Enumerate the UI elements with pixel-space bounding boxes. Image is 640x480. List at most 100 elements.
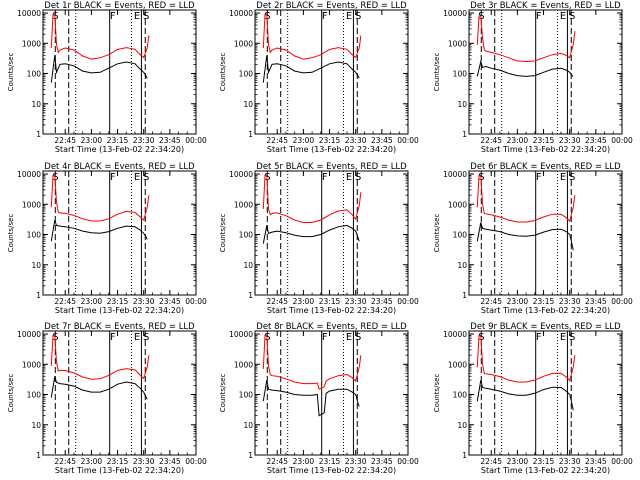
- x-tick-label: 22:45: [266, 136, 288, 145]
- x-tick-label: 00:00: [611, 457, 633, 466]
- y-tick-label: 1: [462, 291, 467, 300]
- y-tick-label: 1: [462, 130, 467, 139]
- plot-frame: [468, 9, 623, 135]
- y-tick-label: 1000: [22, 200, 41, 209]
- y-tick-label: 10000: [17, 170, 41, 179]
- event-marker-f: F: [322, 332, 328, 343]
- y-tick-label: 1: [36, 130, 41, 139]
- y-tick-label: 10: [457, 421, 467, 430]
- y-tick-label: 1000: [448, 39, 467, 48]
- panel-title: Det 8r BLACK = Events, RED = LLD: [256, 322, 407, 332]
- event-marker-f: F: [322, 11, 328, 22]
- y-axis-label: Counts/sec: [433, 374, 441, 413]
- event-marker-s: S: [355, 332, 361, 343]
- panel-title: Det 4r BLACK = Events, RED = LLD: [44, 162, 195, 172]
- y-tick-label: 1000: [448, 360, 467, 369]
- panel-title: Det 5r BLACK = Events, RED = LLD: [256, 162, 407, 172]
- x-tick-label: 23:30: [133, 136, 155, 145]
- x-tick-label: 23:00: [293, 136, 315, 145]
- y-tick-label: 1000: [234, 360, 253, 369]
- y-tick-label: 10: [457, 261, 467, 270]
- y-axis-label: Counts/sec: [7, 374, 15, 413]
- panel-title: Det 2r BLACK = Events, RED = LLD: [256, 1, 407, 11]
- lld-series-line: [476, 15, 576, 63]
- lld-series-line: [50, 334, 150, 380]
- x-tick-label: 23:30: [345, 297, 367, 306]
- panel-det-8r: Det 8r BLACK = Events, RED = LLD Counts/s…: [219, 322, 419, 475]
- x-tick-label: 23:45: [159, 457, 181, 466]
- y-tick-label: 100: [27, 391, 42, 400]
- y-tick-label: 1: [248, 291, 253, 300]
- x-tick-label: 23:00: [81, 457, 103, 466]
- plot-frame: [468, 170, 623, 296]
- event-marker-e: E: [134, 172, 140, 183]
- panel-det-2r: Det 2r BLACK = Events, RED = LLD Counts/s…: [219, 1, 419, 154]
- events-series-line: [262, 224, 360, 244]
- x-tick-label: 22:45: [266, 297, 288, 306]
- x-tick-label: 23:30: [559, 457, 581, 466]
- x-tick-label: 00:00: [397, 136, 419, 145]
- y-tick-label: 10000: [229, 330, 253, 339]
- event-marker-e: E: [346, 11, 352, 22]
- x-tick-label: 00:00: [185, 297, 207, 306]
- x-tick-label: 22:45: [54, 136, 76, 145]
- event-marker-s: S: [569, 172, 575, 183]
- y-tick-label: 1000: [22, 360, 41, 369]
- event-marker-s: S: [478, 11, 484, 22]
- lld-series-line: [50, 13, 150, 60]
- y-tick-label: 10: [243, 421, 253, 430]
- event-marker-s: S: [355, 11, 361, 22]
- panel-det-6r: Det 6r BLACK = Events, RED = LLD Counts/s…: [433, 162, 633, 315]
- event-marker-e: E: [560, 11, 566, 22]
- y-tick-label: 100: [239, 231, 254, 240]
- x-tick-label: 23:30: [133, 457, 155, 466]
- y-tick-label: 100: [27, 231, 42, 240]
- y-tick-label: 10: [457, 100, 467, 109]
- x-tick-label: 23:00: [507, 457, 529, 466]
- events-series-line: [476, 59, 574, 77]
- event-marker-e: E: [134, 332, 140, 343]
- plot-frame: [254, 170, 409, 296]
- lld-series-line: [476, 174, 576, 223]
- y-tick-label: 100: [239, 70, 254, 79]
- y-tick-label: 10000: [229, 9, 253, 18]
- x-tick-label: 23:00: [81, 297, 103, 306]
- panel-det-9r: Det 9r BLACK = Events, RED = LLD Counts/s…: [433, 322, 633, 475]
- event-marker-f: F: [536, 11, 542, 22]
- event-marker-s: S: [264, 172, 270, 183]
- y-tick-label: 1: [36, 291, 41, 300]
- x-tick-label: 23:45: [585, 457, 607, 466]
- x-tick-label: 22:45: [266, 457, 288, 466]
- x-axis-label: Start Time (13-Feb-02 22:34:20): [55, 145, 184, 154]
- x-tick-label: 22:45: [480, 297, 502, 306]
- y-tick-label: 10: [243, 261, 253, 270]
- plot-frame: [42, 9, 197, 135]
- y-axis-label: Counts/sec: [433, 214, 441, 253]
- y-tick-label: 10000: [17, 330, 41, 339]
- x-tick-label: 23:45: [585, 136, 607, 145]
- events-series-line: [476, 379, 574, 411]
- event-marker-f: F: [536, 172, 542, 183]
- event-marker-s: S: [52, 11, 58, 22]
- y-tick-label: 1: [36, 451, 41, 460]
- x-axis-label: Start Time (13-Feb-02 22:34:20): [267, 145, 396, 154]
- x-tick-label: 23:30: [345, 457, 367, 466]
- y-axis-label: Counts/sec: [219, 53, 227, 92]
- events-series-line: [262, 55, 360, 83]
- event-marker-f: F: [110, 332, 116, 343]
- x-tick-label: 23:15: [107, 297, 129, 306]
- y-axis-label: Counts/sec: [7, 53, 15, 92]
- y-tick-label: 10: [31, 421, 41, 430]
- event-marker-s: S: [52, 172, 58, 183]
- y-tick-label: 100: [453, 231, 468, 240]
- event-marker-s: S: [355, 172, 361, 183]
- y-tick-label: 1000: [22, 39, 41, 48]
- event-marker-s: S: [478, 332, 484, 343]
- plot-frame: [254, 9, 409, 135]
- x-tick-label: 23:15: [533, 297, 555, 306]
- y-axis-label: Counts/sec: [7, 214, 15, 253]
- events-series-line: [50, 55, 148, 83]
- x-tick-label: 23:00: [507, 297, 529, 306]
- panel-title: Det 9r BLACK = Events, RED = LLD: [470, 322, 621, 332]
